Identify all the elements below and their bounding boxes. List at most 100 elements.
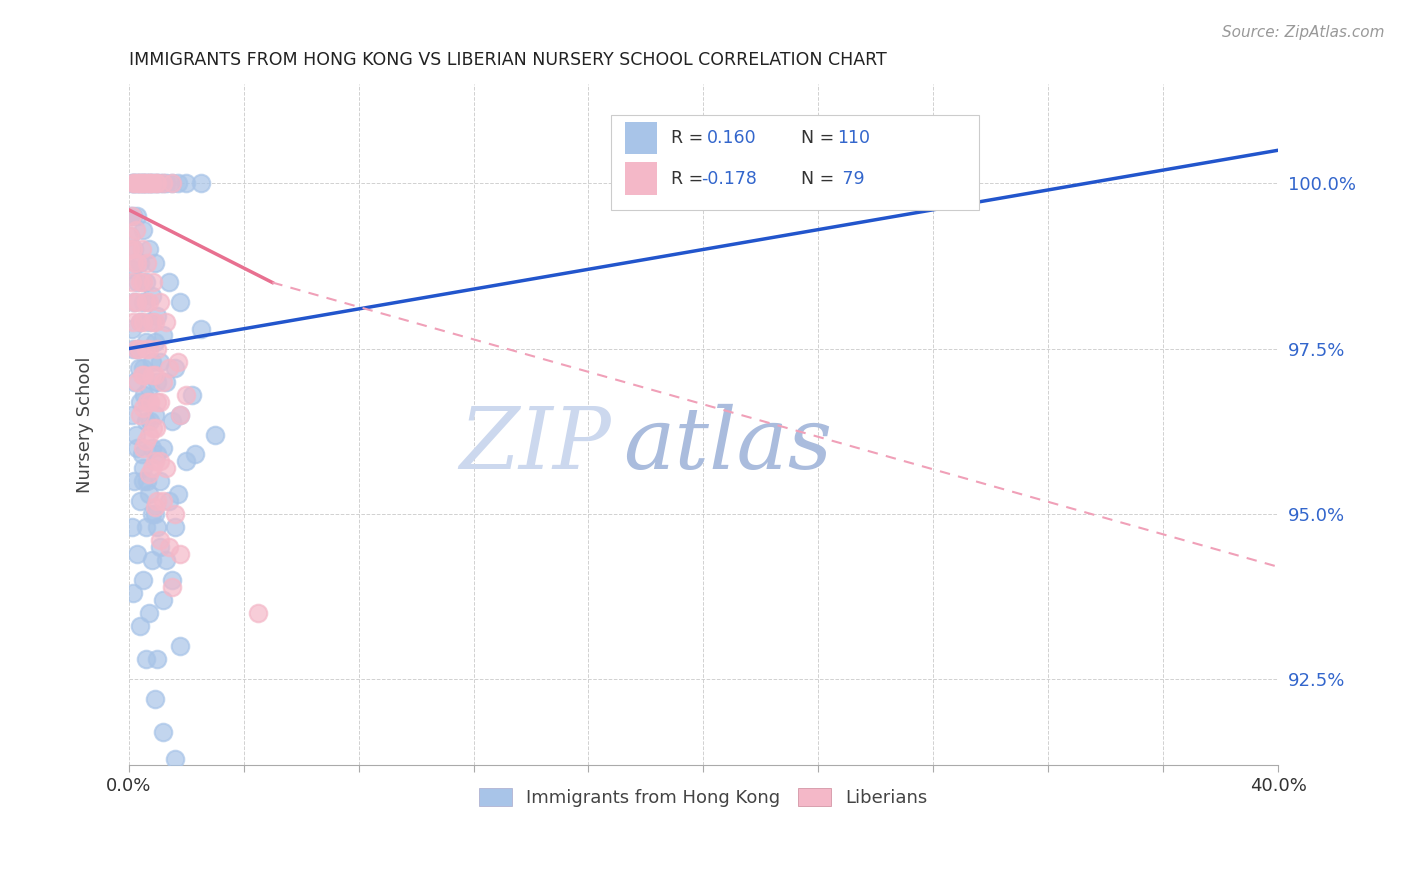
Point (132, 460, 155, 475)
Point (146, 177, 169, 191)
Point (174, 177, 197, 191)
Point (204, 427, 226, 442)
Point (135, 414, 157, 428)
Point (166, 487, 188, 501)
Point (180, 388, 202, 402)
Point (122, 243, 145, 257)
Point (169, 547, 191, 561)
Point (146, 309, 169, 323)
Point (141, 507, 163, 521)
Point (152, 177, 174, 191)
Point (135, 295, 157, 310)
FancyBboxPatch shape (612, 115, 979, 211)
Point (155, 460, 177, 475)
Point (127, 547, 149, 561)
Point (157, 540, 180, 554)
Point (134, 368, 156, 382)
Point (152, 375, 174, 389)
Point (121, 210, 143, 224)
Point (163, 751, 186, 765)
Point (138, 177, 160, 191)
Point (122, 586, 145, 600)
Point (135, 276, 157, 290)
Point (146, 342, 169, 356)
Point (127, 177, 149, 191)
Point (128, 177, 150, 191)
Point (132, 401, 155, 416)
Point (138, 342, 160, 356)
Point (129, 315, 152, 329)
Point (139, 177, 162, 191)
Point (120, 229, 142, 244)
Point (136, 474, 159, 488)
Point (141, 553, 163, 567)
Text: Nursery School: Nursery School (76, 357, 94, 493)
Point (143, 334, 166, 349)
Point (146, 652, 169, 666)
Point (129, 177, 152, 191)
Point (138, 606, 160, 620)
Point (146, 520, 169, 534)
Point (174, 772, 197, 786)
Point (143, 255, 166, 269)
Point (124, 177, 146, 191)
Point (134, 388, 156, 402)
Point (174, 388, 197, 402)
Point (129, 255, 152, 269)
Point (138, 381, 160, 395)
Point (149, 355, 172, 369)
Point (142, 421, 165, 435)
Point (129, 177, 152, 191)
FancyBboxPatch shape (626, 121, 658, 154)
Point (135, 334, 157, 349)
Point (145, 421, 167, 435)
Point (124, 177, 146, 191)
Point (143, 315, 166, 329)
Point (124, 474, 146, 488)
Point (152, 328, 174, 343)
Point (160, 573, 183, 587)
Point (141, 177, 163, 191)
Point (128, 177, 150, 191)
Point (122, 210, 145, 224)
Point (120, 210, 142, 224)
Point (121, 322, 143, 336)
Point (138, 487, 160, 501)
Text: N =: N = (801, 169, 834, 188)
Point (149, 394, 172, 409)
Point (157, 493, 180, 508)
Point (141, 368, 163, 382)
Point (141, 289, 163, 303)
Point (125, 222, 148, 236)
Point (121, 262, 143, 277)
Point (122, 177, 145, 191)
Point (160, 414, 183, 428)
Point (139, 414, 162, 428)
Point (169, 408, 191, 422)
Point (141, 315, 163, 329)
Point (141, 177, 163, 191)
Point (132, 573, 155, 587)
Point (135, 177, 157, 191)
Point (131, 447, 153, 461)
Point (135, 342, 157, 356)
Point (146, 493, 169, 508)
Point (152, 593, 174, 607)
Point (139, 177, 162, 191)
Point (149, 474, 172, 488)
Text: 110: 110 (837, 129, 870, 147)
Point (155, 315, 177, 329)
Point (125, 177, 148, 191)
Point (124, 295, 146, 310)
Point (128, 342, 150, 356)
Point (143, 500, 166, 515)
Point (155, 375, 177, 389)
Point (138, 467, 160, 482)
Point (129, 493, 152, 508)
Point (146, 375, 169, 389)
Point (157, 361, 180, 376)
Point (136, 177, 159, 191)
Point (145, 177, 167, 191)
Point (145, 177, 167, 191)
Point (169, 408, 191, 422)
